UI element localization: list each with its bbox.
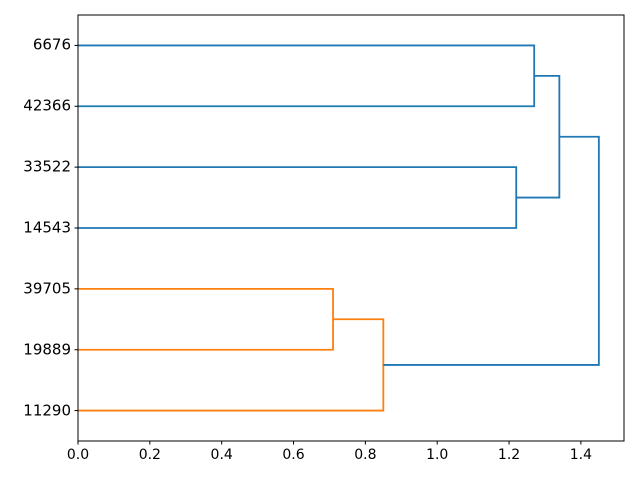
dendrogram-link-merge-orange-11290 xyxy=(78,318,385,412)
dendrogram-link-merge-39705-19889 xyxy=(78,287,334,351)
axes xyxy=(74,14,625,445)
dendrogram-link-merge-6676-42366 xyxy=(78,44,536,108)
dendrogram-links xyxy=(78,44,600,412)
dendrogram-link-merge-blue-cluster xyxy=(516,74,561,199)
dendrogram-link-merge-33522-14543 xyxy=(78,166,518,229)
dendrogram-link-merge-root xyxy=(383,135,600,366)
